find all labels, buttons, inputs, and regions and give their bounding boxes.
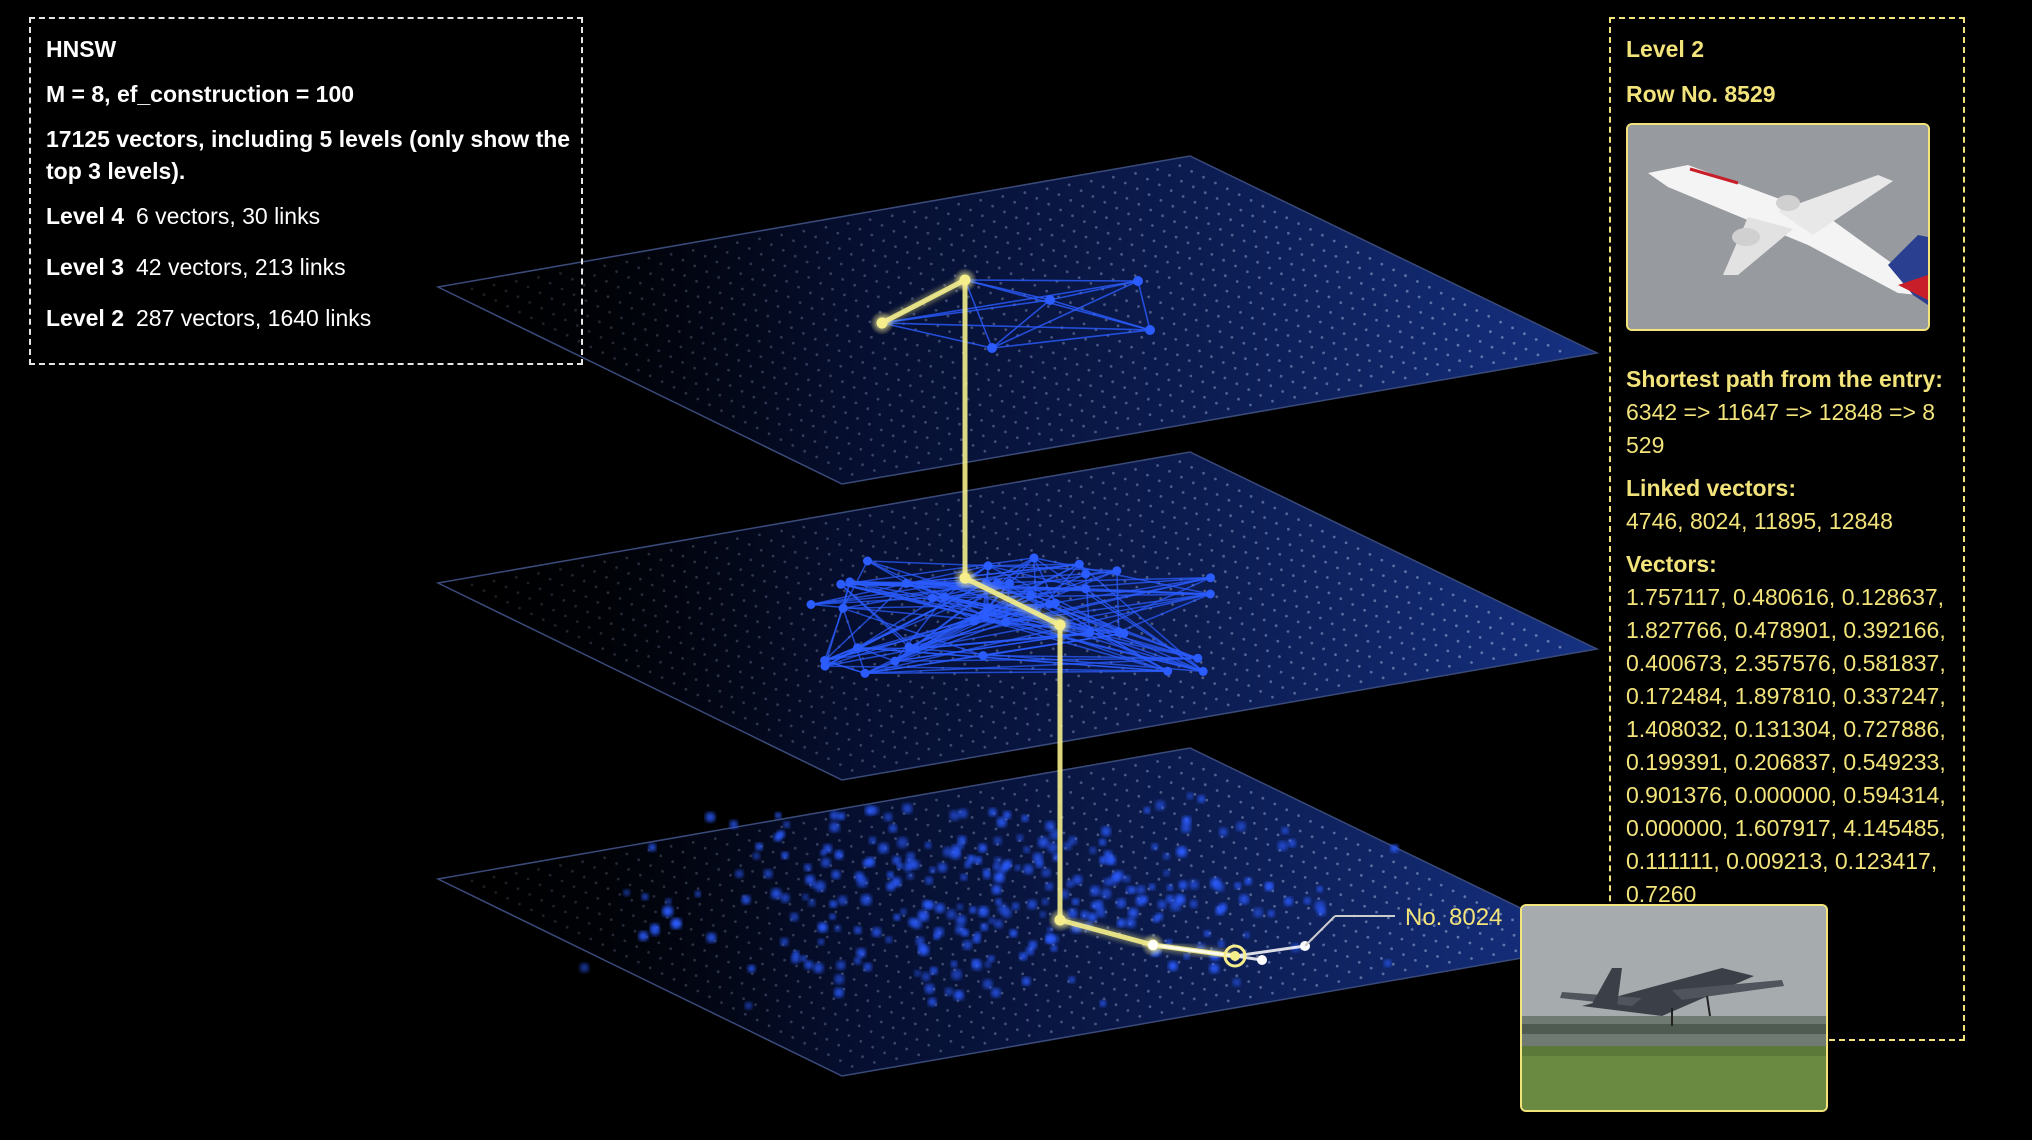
level-2-points	[579, 792, 1399, 1010]
callout-leader	[1304, 915, 1336, 947]
level-2-count: 287 vectors, 1640 links	[136, 305, 372, 331]
linked-heading: Linked vectors:	[1626, 475, 1796, 501]
path-value: 6342 => 11647 => 12848 => 8529	[1626, 399, 1936, 458]
level-2-name: Level 2	[46, 305, 124, 331]
airplane-takeoff-thumbnail[interactable]	[1520, 904, 1828, 1112]
index-description: 17125 vectors, including 5 levels (only …	[46, 126, 571, 184]
index-title: HNSW	[46, 36, 117, 62]
index-info-panel: HNSW M = 8, ef_construction = 100 17125 …	[29, 17, 583, 365]
vector-detail-panel: Level 2 Row No. 8529 Shortest path from …	[1609, 17, 1965, 1041]
path-heading: Shortest path from the entry:	[1626, 366, 1943, 392]
detail-level: Level 2	[1626, 36, 1704, 62]
level-4-stats: Level 4 6 vectors, 30 links	[46, 200, 581, 251]
search-path	[870, 268, 1310, 968]
vectors-heading: Vectors:	[1626, 551, 1717, 577]
airplane-photo-thumbnail[interactable]	[1626, 123, 1930, 331]
level-3-count: 42 vectors, 213 links	[136, 254, 346, 280]
level-4-plane	[435, 155, 1600, 485]
level-3-name: Level 3	[46, 254, 124, 280]
level-4-count: 6 vectors, 30 links	[136, 203, 321, 229]
level-4-name: Level 4	[46, 203, 124, 229]
level-3-stats: Level 3 42 vectors, 213 links	[46, 251, 581, 302]
level-2-stats: Level 2 287 vectors, 1640 links	[46, 302, 581, 353]
detail-row: Row No. 8529	[1626, 81, 1776, 107]
index-params: M = 8, ef_construction = 100	[46, 81, 355, 107]
linked-value: 4746, 8024, 11895, 12848	[1626, 508, 1893, 534]
vectors-value: 1.757117, 0.480616, 0.128637, 1.827766, …	[1626, 584, 1946, 907]
hover-node-label: No. 8024	[1405, 904, 1503, 931]
